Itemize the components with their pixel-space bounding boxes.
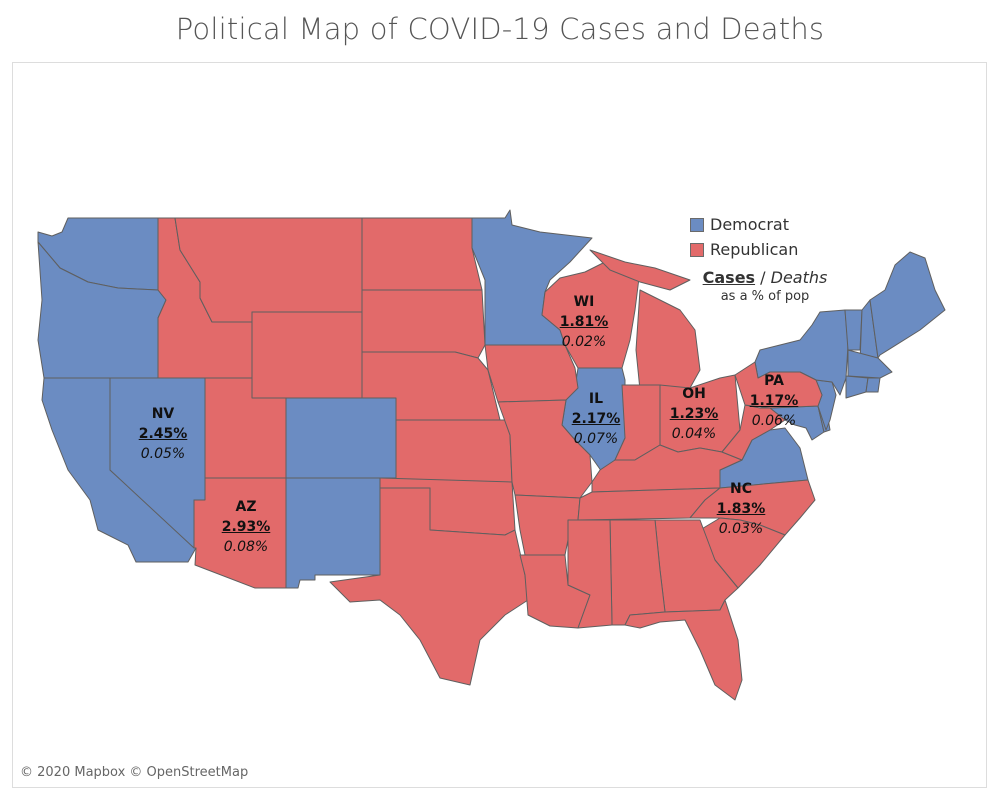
state-fl [624, 599, 743, 701]
state-label-nc: NC 1.83% 0.03% [706, 479, 776, 539]
key-separator: / [760, 268, 766, 287]
state-nd [361, 217, 483, 291]
state-deaths: 0.02% [561, 334, 607, 350]
state-label-nv: NV 2.45% 0.05% [128, 404, 198, 464]
state-abbr: PA [764, 373, 784, 389]
republican-swatch [690, 242, 704, 257]
state-ri [865, 377, 881, 393]
state-wi [541, 261, 641, 369]
state-abbr: IL [588, 391, 604, 407]
state-cases: 2.17% [571, 411, 621, 427]
map-title: Political Map of COVID-19 Cases and Deat… [175, 12, 825, 46]
state-deaths: 0.03% [718, 521, 764, 537]
state-deaths: 0.06% [751, 413, 797, 429]
state-label-az: AZ 2.93% 0.08% [211, 497, 281, 557]
state-mi-up [589, 249, 691, 291]
state-abbr: NC [730, 481, 752, 497]
map-frame [12, 62, 987, 788]
legend-item-republican[interactable]: Republican [690, 237, 798, 262]
state-cases: 1.81% [559, 314, 609, 330]
state-deaths: 0.08% [223, 539, 269, 555]
state-co [285, 397, 397, 479]
state-al [609, 519, 666, 626]
state-wv [721, 404, 786, 461]
key-cases: Cases [702, 268, 756, 287]
state-wy [251, 311, 363, 399]
state-mi [635, 289, 701, 391]
legend-label-republican: Republican [710, 240, 799, 259]
state-mn [471, 209, 593, 346]
party-legend: Democrat Republican [690, 212, 798, 262]
state-deaths: 0.07% [573, 431, 619, 447]
state-abbr: OH [682, 386, 706, 402]
state-ct [845, 375, 869, 399]
key-deaths: Deaths [770, 268, 828, 287]
state-cases: 2.93% [221, 519, 271, 535]
state-abbr: NV [151, 406, 175, 422]
state-label-pa: PA 1.17% 0.06% [739, 371, 809, 431]
state-vt [844, 309, 863, 351]
state-sd [361, 289, 486, 359]
state-abbr: WI [573, 294, 595, 310]
legend-label-democrat: Democrat [710, 215, 789, 234]
state-cases: 2.45% [138, 426, 188, 442]
state-deaths: 0.04% [671, 426, 717, 442]
state-ks [395, 419, 513, 483]
state-label-wi: WI 1.81% 0.02% [549, 292, 619, 352]
map-attribution[interactable]: © 2020 Mapbox © OpenStreetMap [20, 765, 249, 780]
state-label-il: IL 2.17% 0.07% [561, 389, 631, 449]
state-me [869, 251, 946, 359]
state-az [193, 477, 287, 589]
state-cases: 1.17% [749, 393, 799, 409]
state-tx [329, 487, 529, 686]
value-key: Cases / Deaths as a % of pop [700, 268, 830, 304]
state-nm [285, 477, 381, 589]
legend-item-democrat[interactable]: Democrat [690, 212, 798, 237]
democrat-swatch [690, 217, 704, 232]
state-ms [567, 519, 613, 629]
state-deaths: 0.05% [140, 446, 186, 462]
state-cases: 1.23% [669, 406, 719, 422]
state-label-oh: OH 1.23% 0.04% [659, 384, 729, 444]
state-ma [847, 349, 893, 379]
state-abbr: AZ [235, 499, 257, 515]
state-pa [734, 361, 823, 409]
key-note: as a % of pop [720, 289, 810, 304]
state-cases: 1.83% [716, 501, 766, 517]
